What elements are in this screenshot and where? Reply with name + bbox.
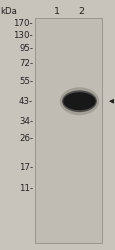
Text: 43-: 43- xyxy=(19,97,33,106)
Text: 11-: 11- xyxy=(19,184,33,193)
Text: 72-: 72- xyxy=(19,59,33,68)
Text: 26-: 26- xyxy=(19,134,33,143)
Text: 95-: 95- xyxy=(19,44,33,53)
Text: 17-: 17- xyxy=(19,163,33,172)
Ellipse shape xyxy=(59,87,98,115)
Text: 34-: 34- xyxy=(19,117,33,126)
Text: 2: 2 xyxy=(78,7,83,16)
Text: kDa: kDa xyxy=(1,7,17,16)
Bar xyxy=(34,18,101,242)
Text: 170-: 170- xyxy=(13,19,33,28)
Text: 130-: 130- xyxy=(13,30,33,40)
Ellipse shape xyxy=(63,92,95,110)
Text: 1: 1 xyxy=(53,7,59,16)
Ellipse shape xyxy=(62,90,96,112)
Text: 55-: 55- xyxy=(19,77,33,86)
